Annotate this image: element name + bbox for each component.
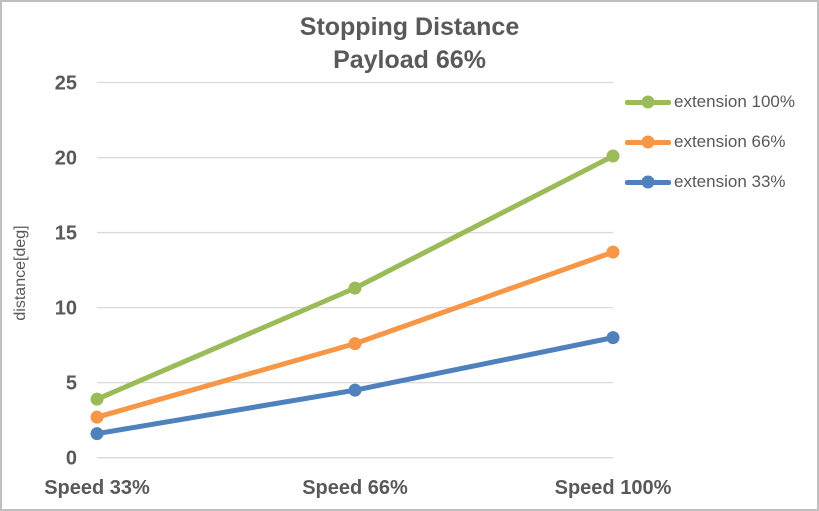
y-tick-label: 10 bbox=[55, 298, 77, 320]
legend-marker-dot-icon bbox=[641, 135, 655, 149]
x-category-label: Speed 66% bbox=[302, 477, 408, 499]
y-tick-label: 5 bbox=[66, 373, 77, 395]
chart-title-line1: Stopping Distance bbox=[299, 13, 520, 41]
legend-marker-line bbox=[625, 95, 671, 109]
legend-label: extension 33% bbox=[674, 172, 786, 191]
data-point-marker bbox=[606, 149, 620, 163]
y-tick-label: 15 bbox=[55, 223, 77, 245]
chart-title-line2: Payload 66% bbox=[333, 46, 486, 74]
legend-marker-dot-icon bbox=[641, 175, 655, 189]
legend-item: extension 100% bbox=[625, 92, 795, 112]
y-tick-label: 25 bbox=[55, 73, 77, 95]
x-category-label: Speed 100% bbox=[555, 477, 672, 499]
data-point-marker bbox=[90, 427, 104, 441]
y-axis-title: distance[deg] bbox=[12, 225, 29, 321]
data-point-marker bbox=[348, 337, 362, 351]
legend-item: extension 66% bbox=[625, 132, 795, 152]
legend: extension 100% extension 66% extension 3… bbox=[625, 92, 795, 212]
data-point-marker bbox=[348, 383, 362, 397]
legend-item: extension 33% bbox=[625, 172, 795, 192]
data-point-marker bbox=[606, 245, 620, 259]
x-category-label: Speed 33% bbox=[44, 477, 150, 499]
y-tick-label: 0 bbox=[66, 448, 77, 470]
chart-title: Stopping Distance Payload 66% bbox=[2, 11, 817, 77]
data-point-marker bbox=[90, 410, 104, 424]
data-point-marker bbox=[90, 392, 104, 406]
legend-marker-line bbox=[625, 175, 671, 189]
y-tick-label: 20 bbox=[55, 148, 77, 170]
legend-marker-line bbox=[625, 135, 671, 149]
legend-label: extension 100% bbox=[674, 92, 795, 111]
legend-label: extension 66% bbox=[674, 132, 786, 151]
legend-marker-dot-icon bbox=[641, 95, 655, 109]
data-point-marker bbox=[606, 331, 620, 345]
data-point-marker bbox=[348, 281, 362, 295]
